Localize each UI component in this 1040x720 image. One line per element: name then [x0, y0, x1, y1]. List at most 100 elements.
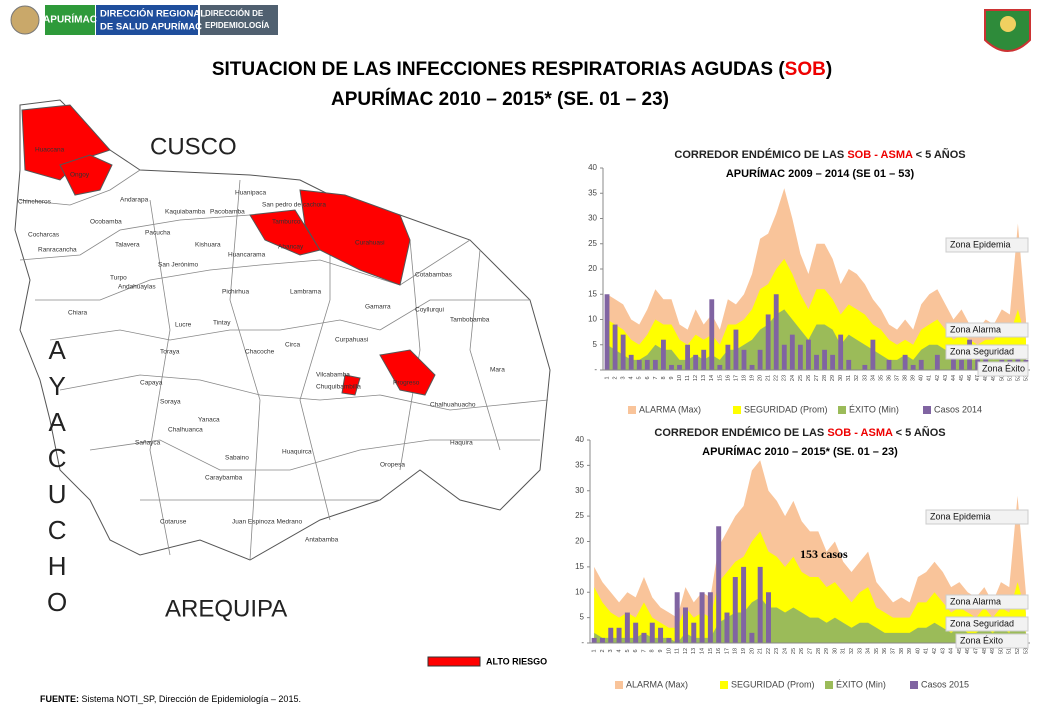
chart-title-part: < 5 AÑOS: [913, 148, 966, 161]
x-tick-label: 26: [806, 375, 812, 381]
x-tick-label: 49: [991, 375, 997, 381]
bar: [749, 364, 755, 370]
dept-line: DIRECCIÓN DE: [205, 9, 264, 18]
map: [14, 99, 551, 561]
bar: [732, 577, 738, 643]
district-label: Circa: [285, 342, 301, 349]
x-tick-label: 35: [878, 375, 884, 381]
district-label: Yanaca: [198, 417, 220, 424]
x-tick-label: 41: [927, 375, 933, 381]
bar: [934, 354, 940, 370]
legend-label: Casos 2014: [934, 404, 982, 414]
chart-subtitle: APURÍMAC 2009 – 2014 (SE 01 – 53): [726, 167, 915, 180]
chart-title: CORREDOR ENDÉMICO DE LAS SOB - ASMA < 5 …: [674, 148, 965, 161]
chart-title: CORREDOR ENDÉMICO DE LAS SOB - ASMA < 5 …: [654, 426, 945, 439]
x-tick-label: 18: [741, 375, 747, 381]
y-tick-label: 10: [588, 315, 597, 324]
legend-label: SEGURIDAD (Prom): [731, 679, 815, 689]
x-tick-label: 7: [653, 376, 659, 379]
bar: [846, 359, 852, 370]
district-label: San Jerónimo: [158, 262, 198, 269]
legend-swatch: [720, 681, 728, 689]
x-tick-label: 32: [849, 648, 855, 654]
x-tick-label: 27: [807, 648, 813, 654]
y-tick-label: 30: [588, 214, 597, 223]
bar: [781, 344, 787, 370]
district-label: Pichirhua: [222, 289, 249, 296]
x-tick-label: 6: [633, 649, 639, 652]
district-label: Tintay: [213, 320, 231, 327]
district-label: Coyllurqui: [415, 307, 444, 314]
x-tick-label: 4: [617, 649, 623, 652]
footer-text: Sistema NOTI_SP, Dirección de Epidemiolo…: [79, 694, 301, 704]
x-tick-label: 28: [822, 375, 828, 381]
x-tick-label: 9: [669, 376, 675, 379]
district-label: Kishuara: [195, 242, 221, 249]
x-tick-label: 11: [685, 375, 691, 381]
zone-label: Zona Alarma: [950, 596, 1001, 606]
y-tick-label: 40: [575, 435, 584, 444]
chart-subtitle: APURÍMAC 2010 – 2015* (SE. 01 – 23): [702, 445, 898, 458]
bar: [616, 627, 622, 643]
bar: [870, 339, 876, 370]
bar: [636, 359, 642, 370]
bar: [701, 349, 707, 370]
legend-label: Casos 2015: [921, 679, 969, 689]
title: SITUACION DE LAS INFECCIONES RESPIRATORI…: [212, 59, 832, 80]
district-label: Chalhuanca: [168, 427, 203, 434]
x-tick-label: 43: [943, 375, 949, 381]
bar: [806, 339, 811, 370]
x-tick-label: 2: [613, 376, 619, 379]
x-tick-label: 31: [841, 648, 847, 654]
bar: [766, 592, 771, 643]
x-tick-label: 46: [967, 375, 973, 381]
district-label: Chacoche: [245, 349, 275, 356]
x-tick-label: 25: [791, 648, 797, 654]
zone-box: [945, 344, 1029, 360]
district-label: Lucre: [175, 322, 192, 329]
district-label: Juan Espinoza Medrano: [232, 519, 302, 526]
bar: [822, 349, 827, 370]
x-tick-label: 21: [766, 375, 772, 381]
x-tick-label: 37: [895, 375, 901, 381]
chart-title-part: < 5 AÑOS: [893, 426, 946, 439]
bar: [707, 592, 713, 643]
bar: [608, 627, 614, 643]
bar: [765, 314, 771, 370]
bar: [604, 294, 610, 370]
x-tick-label: 28: [816, 648, 822, 654]
bar: [612, 324, 618, 370]
district-label: Curahuasi: [355, 240, 385, 247]
x-tick-label: 15: [717, 375, 723, 381]
bar: [620, 334, 626, 370]
x-tick-label: 20: [749, 648, 755, 654]
zone-label: Zona Epidemia: [930, 511, 991, 521]
y-tick-label: 35: [575, 460, 584, 469]
x-tick-label: 52: [1015, 375, 1021, 381]
zone-box: [945, 616, 1029, 632]
district-label: Ocobamba: [90, 219, 122, 226]
x-tick-label: 33: [862, 375, 868, 381]
district-label: Pacobamba: [210, 209, 245, 216]
district-label: Sabaino: [225, 455, 249, 462]
x-tick-label: 45: [959, 375, 965, 381]
zone-box: [977, 361, 1029, 377]
district-label: Andahuaylas: [118, 284, 156, 291]
x-tick-label: 24: [783, 648, 789, 654]
x-tick-label: 18: [733, 648, 739, 654]
x-tick-label: 8: [650, 649, 656, 652]
district-label: Gamarra: [365, 304, 391, 311]
x-tick-label: 26: [799, 648, 805, 654]
chart-title-part: SOB - ASMA: [827, 427, 893, 439]
district-label: Ongoy: [70, 172, 90, 179]
bar: [599, 637, 605, 643]
x-tick-label: 5: [637, 376, 643, 379]
x-tick-label: 41: [924, 648, 930, 654]
chart-title-part: SOB - ASMA: [847, 149, 913, 161]
x-tick-label: 24: [790, 375, 796, 381]
zone-box: [945, 594, 1029, 610]
annotation: 153 casos: [800, 547, 848, 561]
neighbor-label: AREQUIPA: [165, 595, 287, 622]
bar: [959, 359, 964, 370]
x-tick-label: 12: [693, 375, 699, 381]
